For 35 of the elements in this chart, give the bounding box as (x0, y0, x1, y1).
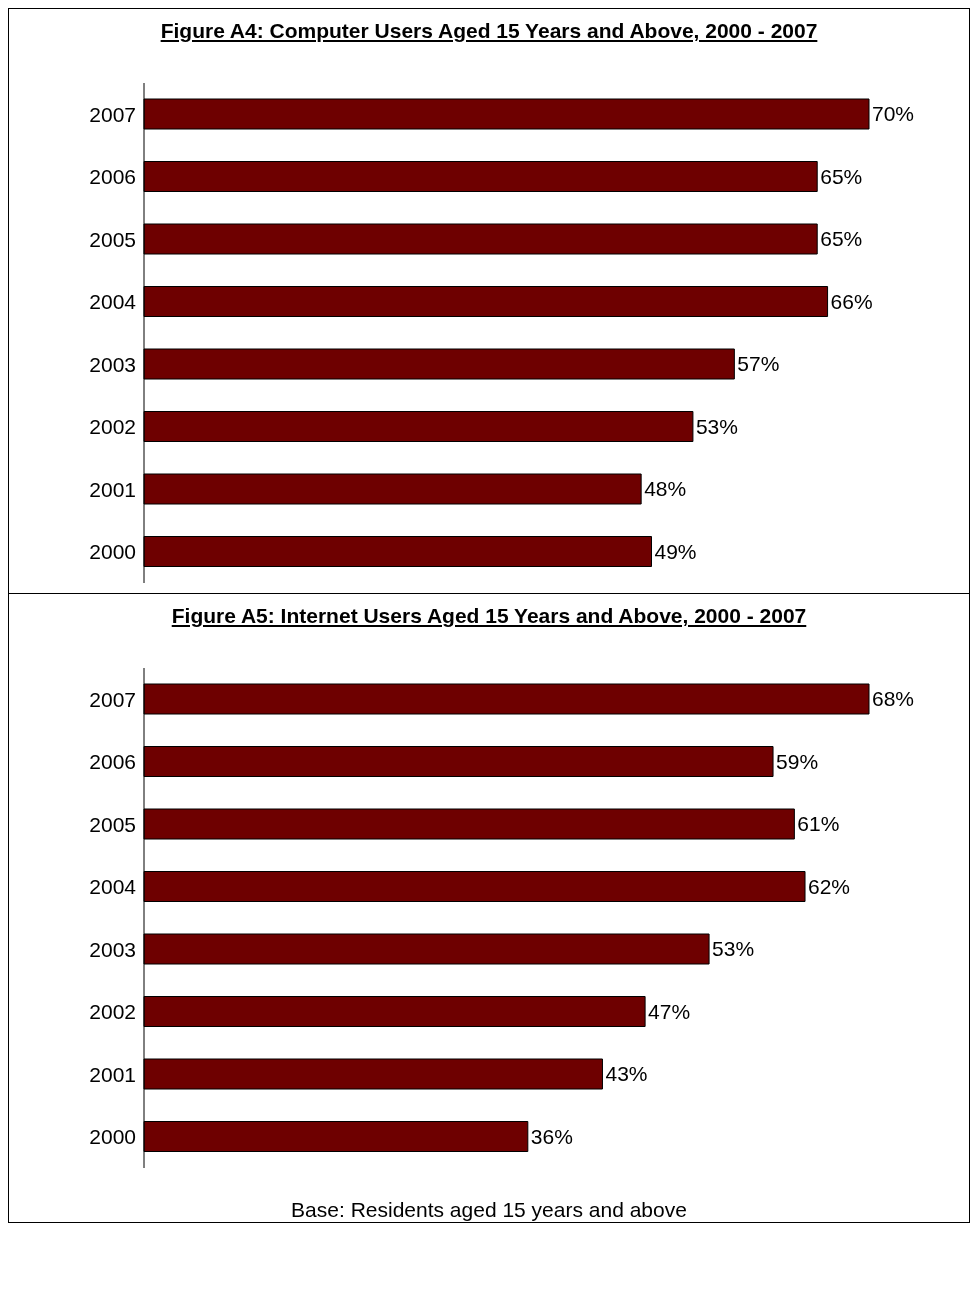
data-label: 47% (648, 999, 691, 1023)
data-label: 57% (737, 352, 780, 376)
y-tick-label: 2002 (89, 415, 136, 439)
data-label: 48% (644, 477, 687, 501)
text: Base: Residents aged 15 years and above (290, 1198, 688, 1222)
data-label: 36% (530, 1124, 573, 1148)
data-label: 59% (776, 749, 819, 773)
y-tick-label: 2000 (89, 1125, 136, 1149)
y-tick-label: 2004 (89, 290, 137, 314)
data-label: 53% (712, 937, 755, 961)
chart-title: Figure A4: Computer Users Aged 15 Years and Above, 2000 - 2007 (159, 19, 819, 43)
data-label: 61% (797, 812, 840, 836)
data-label: 53% (695, 414, 738, 438)
data-label: 66% (830, 289, 873, 313)
data-label: 65% (820, 164, 863, 188)
y-tick-label: 2006 (89, 750, 136, 774)
data-label: 70% (872, 102, 915, 126)
y-tick-label: 2001 (89, 477, 136, 501)
data-label: 65% (820, 227, 863, 251)
data-label: 43% (605, 1062, 648, 1086)
y-tick-label: 2002 (89, 1000, 136, 1024)
y-tick-label: 2001 (89, 1062, 136, 1086)
y-tick-label: 2007 (89, 102, 136, 126)
y-tick-label: 2004 (89, 875, 137, 899)
y-tick-label: 2006 (89, 165, 136, 189)
y-tick-label: 2005 (89, 227, 136, 251)
y-tick-label: 2003 (89, 352, 136, 376)
y-tick-label: 2007 (89, 687, 136, 711)
data-label: 62% (808, 874, 851, 898)
y-tick-label: 2000 (89, 540, 136, 564)
data-label: 68% (872, 687, 915, 711)
y-tick-label: 2003 (89, 937, 136, 961)
y-tick-label: 2005 (89, 812, 136, 836)
chart-title: Figure A5: Internet Users Aged 15 Years and Above, 2000 - 2007 (170, 604, 808, 628)
data-label: 49% (654, 539, 697, 563)
